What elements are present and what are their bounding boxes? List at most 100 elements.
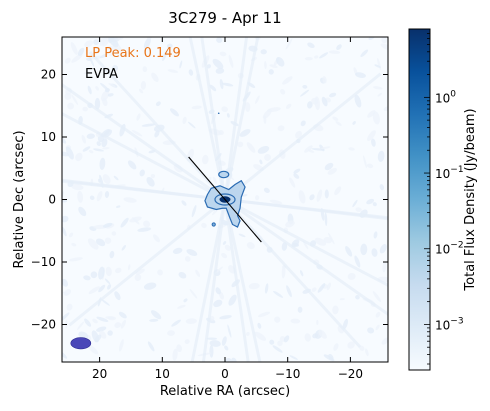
noise-blob [191, 105, 202, 110]
noise-blob [380, 43, 388, 51]
noise-blob [109, 52, 114, 57]
noise-blob [149, 318, 159, 322]
x-tick-label: 0 [221, 367, 229, 381]
noise-blob [185, 318, 197, 324]
noise-blob [166, 43, 173, 49]
noise-blob [309, 194, 315, 201]
noise-blob [318, 329, 327, 339]
noise-blob [276, 56, 285, 67]
noise-blob [286, 285, 292, 298]
noise-blob [289, 355, 298, 360]
noise-blob [87, 238, 99, 250]
noise-blob [255, 195, 260, 201]
noise-blob [224, 358, 232, 362]
colorbar-frame [408, 28, 431, 371]
noise-blob [342, 318, 348, 330]
noise-blob [62, 291, 69, 295]
noise-blob [127, 264, 131, 271]
noise-blob [241, 194, 248, 197]
noise-blob [285, 220, 295, 228]
noise-blob [102, 222, 113, 228]
noise-blob [366, 163, 374, 169]
noise-blob [105, 266, 112, 277]
noise-blob [62, 278, 68, 287]
noise-blob [365, 348, 369, 357]
noise-blob [62, 351, 68, 359]
noise-blob [227, 324, 232, 338]
noise-blob [78, 206, 87, 217]
noise-blob [111, 231, 117, 236]
noise-blob [172, 348, 178, 361]
noise-blob [311, 97, 319, 105]
noise-blob [333, 343, 339, 351]
noise-blob [184, 339, 190, 344]
noise-blob [118, 311, 127, 319]
noise-blob [129, 216, 142, 223]
noise-blob [105, 316, 115, 320]
noise-blob [299, 270, 304, 277]
noise-blob [108, 83, 116, 88]
noise-blob [260, 49, 267, 55]
noise-blob [90, 271, 98, 279]
noise-blob [304, 145, 313, 153]
noise-blob [324, 189, 329, 199]
noise-blob [83, 275, 91, 281]
beam-ellipse [70, 337, 92, 350]
noise-blob [135, 268, 145, 275]
noise-blob [377, 150, 385, 162]
noise-blob [320, 146, 331, 150]
noise-blob [67, 102, 75, 110]
noise-blob [86, 133, 95, 139]
noise-blob [96, 141, 101, 147]
evpa-line [188, 156, 262, 243]
noise-blob [154, 130, 160, 138]
evpa-vector [188, 156, 262, 243]
noise-blob [372, 202, 377, 207]
noise-blob [182, 116, 187, 125]
noise-blob [84, 318, 92, 327]
noise-blob [188, 69, 194, 76]
noise-blob [339, 298, 345, 301]
noise-blob [195, 269, 201, 277]
noise-blob [93, 39, 99, 46]
noise-blob [228, 294, 237, 306]
noise-blob [65, 146, 74, 160]
noise-blob [189, 289, 198, 299]
noise-blob [212, 176, 218, 184]
noise-blob [371, 248, 378, 257]
noise-blob [354, 255, 361, 268]
noise-blob [290, 318, 301, 324]
noise-blob [354, 94, 362, 108]
noise-blob [267, 107, 281, 113]
noise-blob [71, 184, 84, 191]
noise-blob [216, 37, 223, 43]
speck-north [217, 112, 220, 115]
noise-blob [143, 37, 151, 49]
noise-blob [187, 121, 196, 129]
noise-blob [116, 205, 121, 208]
noise-blob [312, 333, 319, 339]
noise-blob [352, 121, 356, 125]
noise-blob [108, 37, 114, 43]
noise-blob [75, 152, 83, 162]
noise-blob [113, 175, 119, 181]
noise-blob [219, 78, 224, 90]
noise-blob [206, 337, 218, 340]
noise-blob [264, 61, 267, 70]
noise-blob [123, 197, 137, 203]
noise-blob [178, 271, 187, 279]
noise-blob [311, 287, 317, 292]
noise-blob [206, 64, 211, 69]
noise-blob [120, 217, 129, 228]
noise-blob [209, 340, 221, 347]
noise-blob [237, 141, 244, 148]
noise-blob [99, 157, 106, 170]
noise-blob [264, 153, 271, 161]
noise-blob [221, 336, 227, 346]
noise-blob [314, 55, 319, 59]
y-axis-ticks: 20 10 0 −10 −20 [31, 68, 388, 332]
noise-blob [280, 88, 286, 95]
noise-blob [172, 247, 183, 254]
noise-blob [224, 244, 231, 251]
noise-blob [99, 53, 108, 59]
